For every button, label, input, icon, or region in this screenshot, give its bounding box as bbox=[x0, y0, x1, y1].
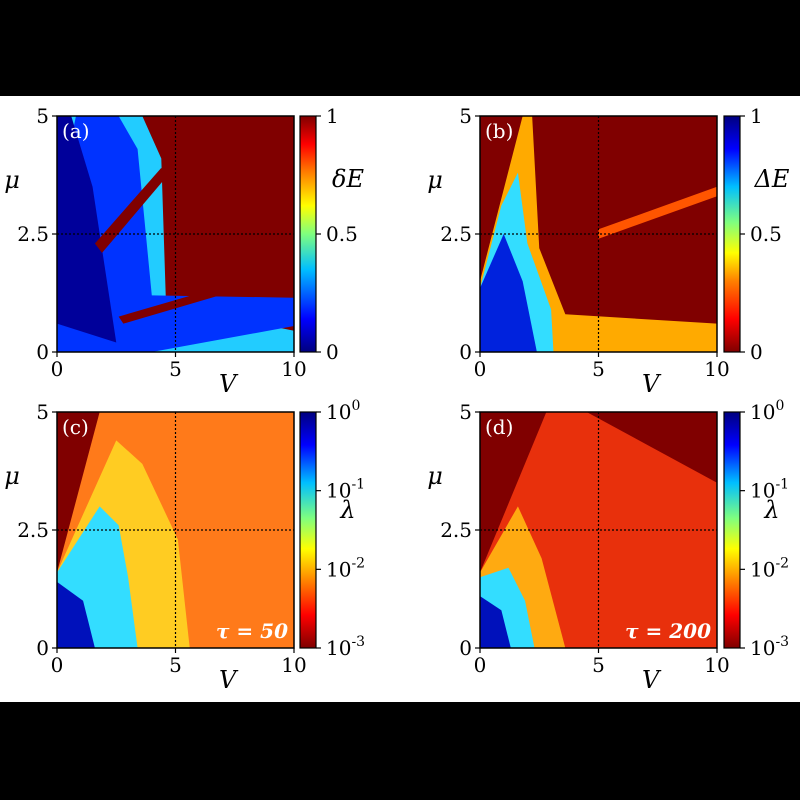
y-tick-label: 2.5 bbox=[17, 222, 49, 246]
x-axis-label: V bbox=[642, 666, 662, 694]
region-dark-blue bbox=[57, 116, 117, 343]
streak-upper bbox=[598, 186, 717, 239]
region-blue bbox=[480, 596, 511, 648]
colorbar-label: λ bbox=[339, 496, 355, 524]
colorbar-tick-label: 10-2 bbox=[326, 555, 365, 581]
y-tick-label: 5 bbox=[36, 400, 49, 424]
colorbar bbox=[299, 115, 317, 353]
streak-lower bbox=[118, 283, 233, 324]
region-blue bbox=[57, 116, 294, 352]
colorbar-tick-label: 0 bbox=[750, 340, 763, 364]
panel-tag: (d) bbox=[485, 415, 513, 439]
panel-b: 0 5 10 0 2.5 5 Vμ (b) 0 0.5 1 ΔE bbox=[427, 104, 790, 398]
x-tick-label: 10 bbox=[281, 357, 306, 381]
y-tick-label: 0 bbox=[36, 340, 49, 364]
colorbar-tick-label: 1 bbox=[750, 104, 763, 128]
tau-annotation: τ = 200 bbox=[625, 619, 711, 643]
panel-tag: (c) bbox=[62, 415, 89, 439]
colorbar-tick-label: 0 bbox=[326, 340, 339, 364]
y-tick-label: 2.5 bbox=[440, 518, 472, 542]
x-axis-label: V bbox=[219, 370, 239, 398]
x-tick-label: 10 bbox=[704, 357, 729, 381]
y-axis-label: μ bbox=[4, 462, 20, 490]
colorbar-tick-exponent: -2 bbox=[351, 555, 365, 571]
colorbar bbox=[723, 411, 741, 649]
panel-a: 0 5 10 0 2.5 5 Vμ (a) 0 0.5 1 δE bbox=[4, 104, 364, 398]
colorbar-tick-exponent: 0 bbox=[351, 398, 360, 414]
panel-tag: (a) bbox=[62, 119, 90, 143]
y-axis-label: μ bbox=[4, 166, 20, 194]
colorbar-tick-exponent: 0 bbox=[775, 398, 784, 414]
colorbar-tick-label: 100 bbox=[326, 398, 360, 424]
region-blue bbox=[57, 581, 95, 648]
streak-upper bbox=[94, 167, 167, 253]
y-tick-label: 0 bbox=[459, 636, 472, 660]
colorbar-label: ΔE bbox=[754, 165, 790, 193]
colorbar-label: λ bbox=[763, 496, 779, 524]
colorbar-tick-label: 0.5 bbox=[750, 222, 782, 246]
colorbar bbox=[299, 411, 317, 649]
colorbar bbox=[723, 115, 741, 353]
region-blue bbox=[480, 234, 537, 352]
colorbar-tick-label: 10-3 bbox=[750, 634, 789, 660]
colorbar-tick-exponent: -3 bbox=[351, 634, 365, 650]
x-tick-label: 10 bbox=[281, 653, 306, 677]
y-tick-label: 5 bbox=[36, 104, 49, 128]
x-tick-label: 0 bbox=[51, 653, 64, 677]
x-axis-label: V bbox=[219, 666, 239, 694]
colorbar-tick-exponent: -3 bbox=[775, 634, 789, 650]
tau-annotation: τ = 50 bbox=[216, 619, 288, 643]
x-axis-label: V bbox=[642, 370, 662, 398]
colorbar-tick-label: 1 bbox=[326, 104, 339, 128]
y-tick-label: 0 bbox=[36, 636, 49, 660]
x-tick-label: 5 bbox=[592, 653, 605, 677]
colorbar-tick-exponent: -2 bbox=[775, 555, 789, 571]
y-axis-label: μ bbox=[427, 166, 443, 194]
colorbar-label: δE bbox=[332, 165, 364, 193]
x-tick-label: 5 bbox=[169, 357, 182, 381]
x-tick-label: 0 bbox=[474, 357, 487, 381]
panel-tag: (b) bbox=[485, 119, 513, 143]
x-tick-label: 0 bbox=[51, 357, 64, 381]
x-tick-label: 0 bbox=[474, 653, 487, 677]
colorbar-tick-exponent: -1 bbox=[775, 477, 789, 493]
y-tick-label: 5 bbox=[459, 104, 472, 128]
colorbar-tick-label: 10-3 bbox=[326, 634, 365, 660]
colorbar-tick-exponent: -1 bbox=[351, 477, 365, 493]
y-tick-label: 2.5 bbox=[17, 518, 49, 542]
y-tick-label: 2.5 bbox=[440, 222, 472, 246]
x-tick-label: 5 bbox=[592, 357, 605, 381]
colorbar-tick-label: 100 bbox=[750, 398, 784, 424]
colorbar-tick-label: 10-2 bbox=[750, 555, 789, 581]
y-axis-label: μ bbox=[427, 462, 443, 490]
colorbar-tick-label: 0.5 bbox=[326, 222, 358, 246]
y-tick-label: 0 bbox=[459, 340, 472, 364]
x-tick-label: 10 bbox=[704, 653, 729, 677]
y-tick-label: 5 bbox=[459, 400, 472, 424]
x-tick-label: 5 bbox=[169, 653, 182, 677]
